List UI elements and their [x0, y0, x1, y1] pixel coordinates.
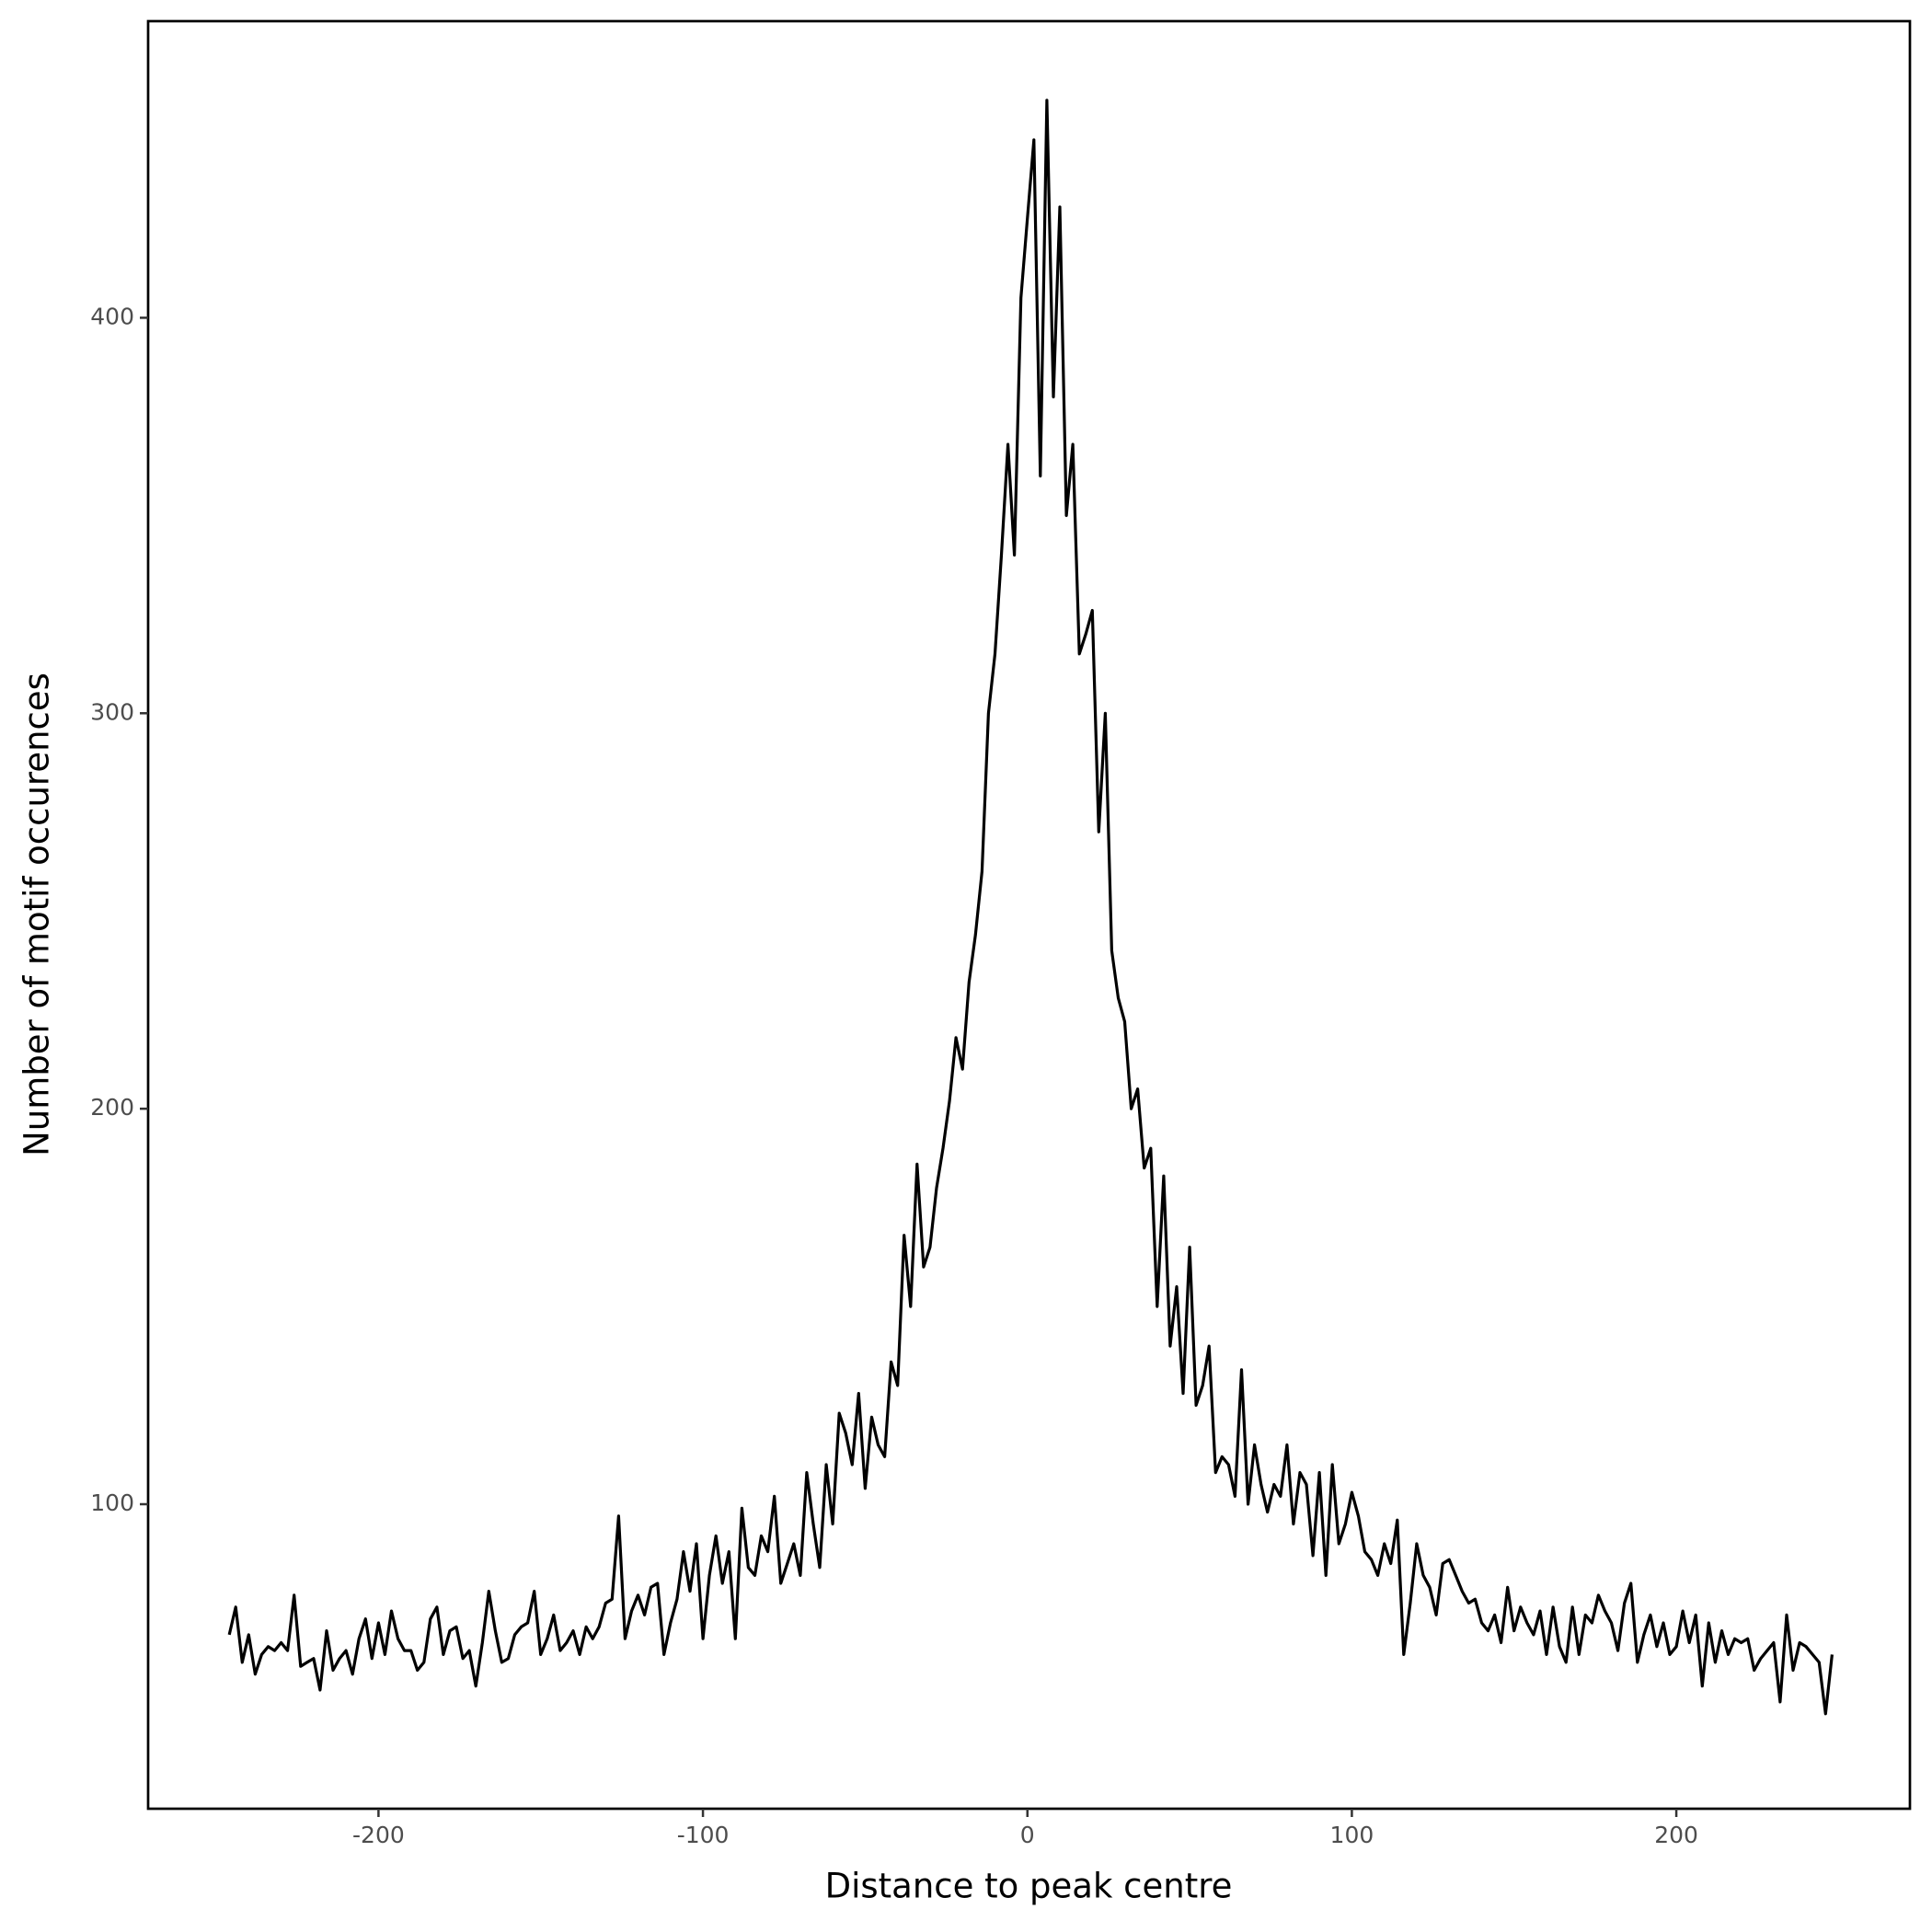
x-tick-label: -100 — [677, 1822, 730, 1848]
data-line — [227, 98, 1834, 1716]
y-tick-label: 300 — [90, 698, 134, 725]
y-tick-label: 400 — [90, 303, 134, 329]
y-axis-title: Number of motif occurences — [17, 673, 57, 1156]
y-tick-label: 200 — [90, 1094, 134, 1121]
x-tick-label: 0 — [1020, 1822, 1035, 1848]
y-tick-label: 100 — [90, 1489, 134, 1516]
panel-border — [146, 19, 1912, 1811]
x-axis-title: Distance to peak centre — [825, 1867, 1233, 1906]
x-tick-label: 200 — [1654, 1822, 1698, 1848]
x-tick-label: -200 — [352, 1822, 405, 1848]
x-tick-label: 100 — [1330, 1822, 1374, 1848]
